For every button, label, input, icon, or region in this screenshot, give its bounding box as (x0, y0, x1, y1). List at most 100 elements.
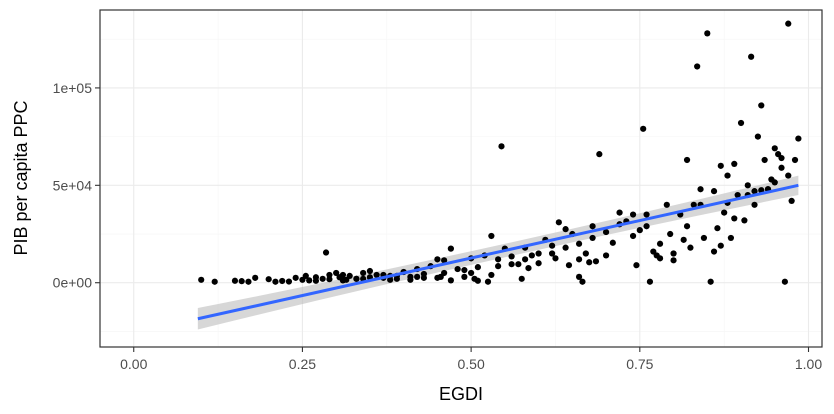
data-point (663, 201, 670, 208)
data-point (714, 225, 721, 232)
data-point (387, 276, 394, 283)
data-point (474, 277, 481, 284)
data-point (474, 264, 481, 271)
data-point (744, 182, 751, 189)
data-point (788, 197, 795, 205)
data-point (710, 188, 718, 195)
data-point (758, 102, 765, 109)
data-point (285, 278, 293, 285)
data-point (687, 244, 694, 251)
x-tick-label: 1.00 (795, 356, 822, 372)
data-point (495, 263, 502, 270)
data-point (670, 257, 677, 264)
data-point (778, 154, 785, 162)
data-point (643, 223, 650, 230)
data-point (734, 191, 741, 199)
data-point (589, 234, 596, 242)
data-point (548, 250, 556, 257)
data-point (515, 261, 522, 268)
data-point (407, 276, 414, 283)
data-point (795, 135, 802, 142)
x-tick-label: 0.50 (457, 356, 484, 372)
data-point (751, 201, 758, 208)
data-point (548, 242, 556, 249)
data-point (579, 278, 586, 285)
data-point (454, 265, 461, 273)
fit-line (197, 183, 799, 321)
data-point (461, 266, 468, 274)
y-axis-title: PIB per capita PPC (11, 100, 31, 255)
data-point (339, 277, 347, 284)
data-point (717, 162, 724, 169)
data-point (211, 278, 218, 285)
data-point (333, 269, 340, 277)
data-point (322, 249, 330, 256)
data-point (434, 256, 441, 263)
regression-line (197, 183, 799, 321)
data-point (508, 253, 515, 260)
data-point (562, 226, 569, 233)
x-tick-label: 0.75 (626, 356, 653, 372)
data-point (575, 273, 583, 280)
data-point (468, 269, 475, 277)
data-point (592, 258, 600, 265)
data-point (754, 133, 761, 140)
data-point (785, 20, 792, 27)
data-point (727, 234, 735, 242)
data-point (306, 277, 313, 284)
data-point (302, 272, 309, 279)
data-point (312, 274, 320, 281)
data-point (565, 262, 573, 269)
data-point (339, 271, 347, 279)
data-point (683, 223, 691, 230)
data-point (748, 53, 755, 60)
data-point (346, 272, 353, 279)
data-point (629, 232, 637, 240)
data-point (555, 219, 562, 226)
data-point (771, 145, 778, 152)
data-point (683, 156, 691, 164)
data-point (326, 276, 333, 283)
data-point (785, 172, 792, 179)
data-point (771, 179, 778, 186)
data-point (420, 274, 427, 281)
data-point (724, 172, 731, 179)
data-point (602, 228, 610, 236)
data-point (751, 188, 758, 195)
data-point (292, 274, 299, 281)
data-point (522, 256, 529, 263)
data-point (198, 276, 205, 283)
data-point (434, 274, 441, 281)
data-point (562, 244, 569, 251)
data-point (484, 278, 492, 285)
data-point (245, 278, 252, 285)
minor-gridlines (100, 10, 822, 347)
data-point (670, 250, 677, 257)
data-point (586, 259, 593, 266)
data-point (731, 215, 738, 222)
data-point (731, 160, 738, 167)
data-point (373, 271, 380, 279)
data-point (535, 250, 542, 257)
data-point (697, 186, 704, 193)
data-point (447, 277, 454, 284)
data-point (629, 211, 637, 218)
data-point (791, 156, 799, 164)
data-point (525, 265, 532, 272)
data-point (552, 255, 559, 262)
x-tick-label: 0.00 (120, 356, 147, 372)
data-point (238, 278, 245, 285)
data-point (690, 201, 697, 208)
data-point (528, 252, 535, 259)
data-point (535, 260, 542, 267)
data-point (279, 277, 286, 285)
x-axis-title: EGDI (439, 384, 483, 404)
data-point (441, 257, 448, 264)
data-point (636, 227, 643, 234)
data-point (737, 119, 745, 127)
data-point (646, 278, 654, 285)
data-point (252, 274, 259, 281)
data-point (707, 278, 714, 285)
data-point (717, 242, 724, 249)
